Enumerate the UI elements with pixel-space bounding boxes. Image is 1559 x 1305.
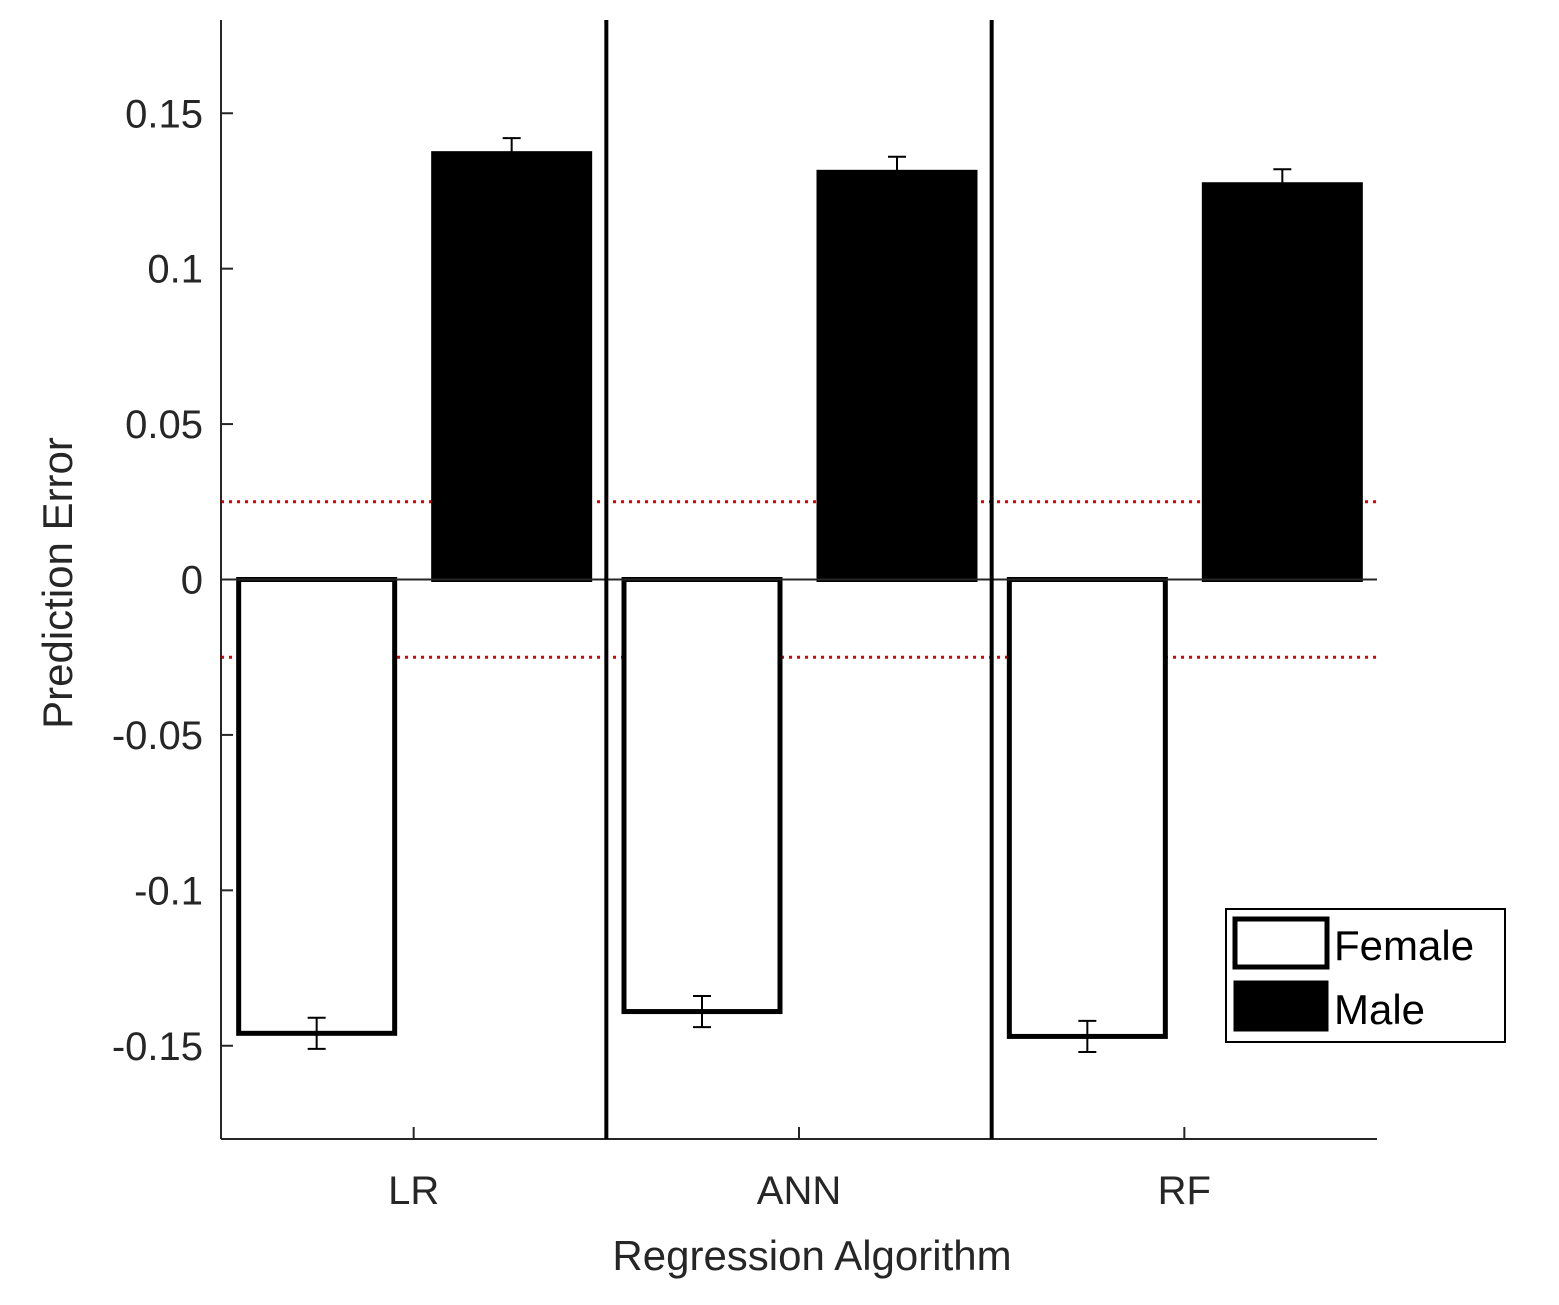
bars: [236, 151, 1363, 1039]
y-axis-title: Prediction Error: [34, 437, 81, 729]
y-tick-label: 0: [181, 559, 203, 603]
bar-male-lr: [431, 151, 593, 583]
y-tick-label: 0.05: [125, 403, 203, 447]
bar-female-rf: [1006, 577, 1168, 1039]
y-tick-label: -0.1: [134, 869, 203, 913]
y-tick-label: 0.1: [147, 248, 203, 292]
x-axis-ticks: LR ANN RF: [388, 1127, 1211, 1213]
bar-female-lr: [236, 577, 398, 1036]
legend: Female Male: [1225, 908, 1506, 1043]
x-axis-title: Regression Algorithm: [612, 1232, 1011, 1279]
y-tick-label: -0.05: [112, 714, 203, 758]
x-tick-label: ANN: [757, 1169, 841, 1213]
bar-male-rf: [1201, 182, 1363, 582]
legend-swatch-female: [1232, 916, 1330, 970]
bar-male-ann: [816, 169, 978, 583]
legend-swatch-male: [1233, 980, 1329, 1032]
x-tick-label: RF: [1158, 1169, 1211, 1213]
x-tick-label: LR: [388, 1169, 439, 1213]
reference-lines: [221, 500, 1377, 659]
y-tick-label: 0.15: [125, 92, 203, 136]
legend-label-female: Female: [1334, 922, 1474, 969]
error-bars: [307, 137, 1292, 1053]
y-tick-label: -0.15: [112, 1025, 203, 1069]
bar-female-ann: [621, 577, 783, 1015]
y-axis-ticks: -0.15 -0.1 -0.05 0 0.05 0.1 0.15: [112, 92, 233, 1069]
legend-label-male: Male: [1334, 986, 1425, 1033]
